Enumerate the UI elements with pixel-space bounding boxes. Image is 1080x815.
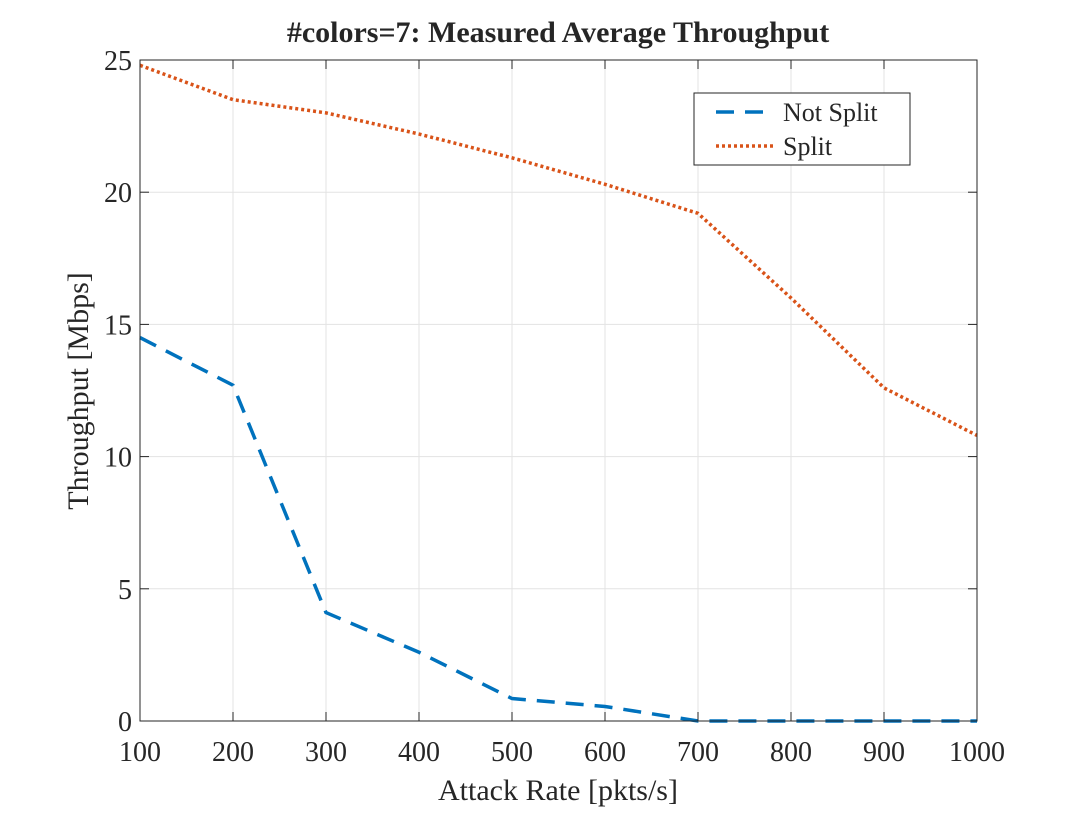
y-tick-label: 0 [118,707,132,738]
x-tick-label: 700 [677,737,719,768]
x-tick-label: 400 [398,737,440,768]
x-tick-label: 900 [863,737,905,768]
legend-label: Not Split [783,98,878,127]
y-tick-label: 10 [104,443,132,474]
x-tick-label: 800 [770,737,812,768]
y-tick-label: 25 [104,46,132,77]
x-tick-label: 600 [584,737,626,768]
x-tick-label: 1000 [949,737,1005,768]
legend-label: Split [783,132,833,161]
y-tick-label: 20 [104,178,132,209]
chart-title: #colors=7: Measured Average Throughput [287,16,829,49]
x-tick-label: 100 [119,737,161,768]
legend: Not Split Split [694,93,910,165]
y-axis-label: Throughput [Mbps] [62,272,95,509]
y-tick-label: 5 [118,575,132,606]
y-tick-label: 15 [104,310,132,341]
x-axis-label: Attack Rate [pkts/s] [438,774,678,807]
x-tick-label: 200 [212,737,254,768]
x-tick-label: 300 [305,737,347,768]
x-tick-label: 500 [491,737,533,768]
